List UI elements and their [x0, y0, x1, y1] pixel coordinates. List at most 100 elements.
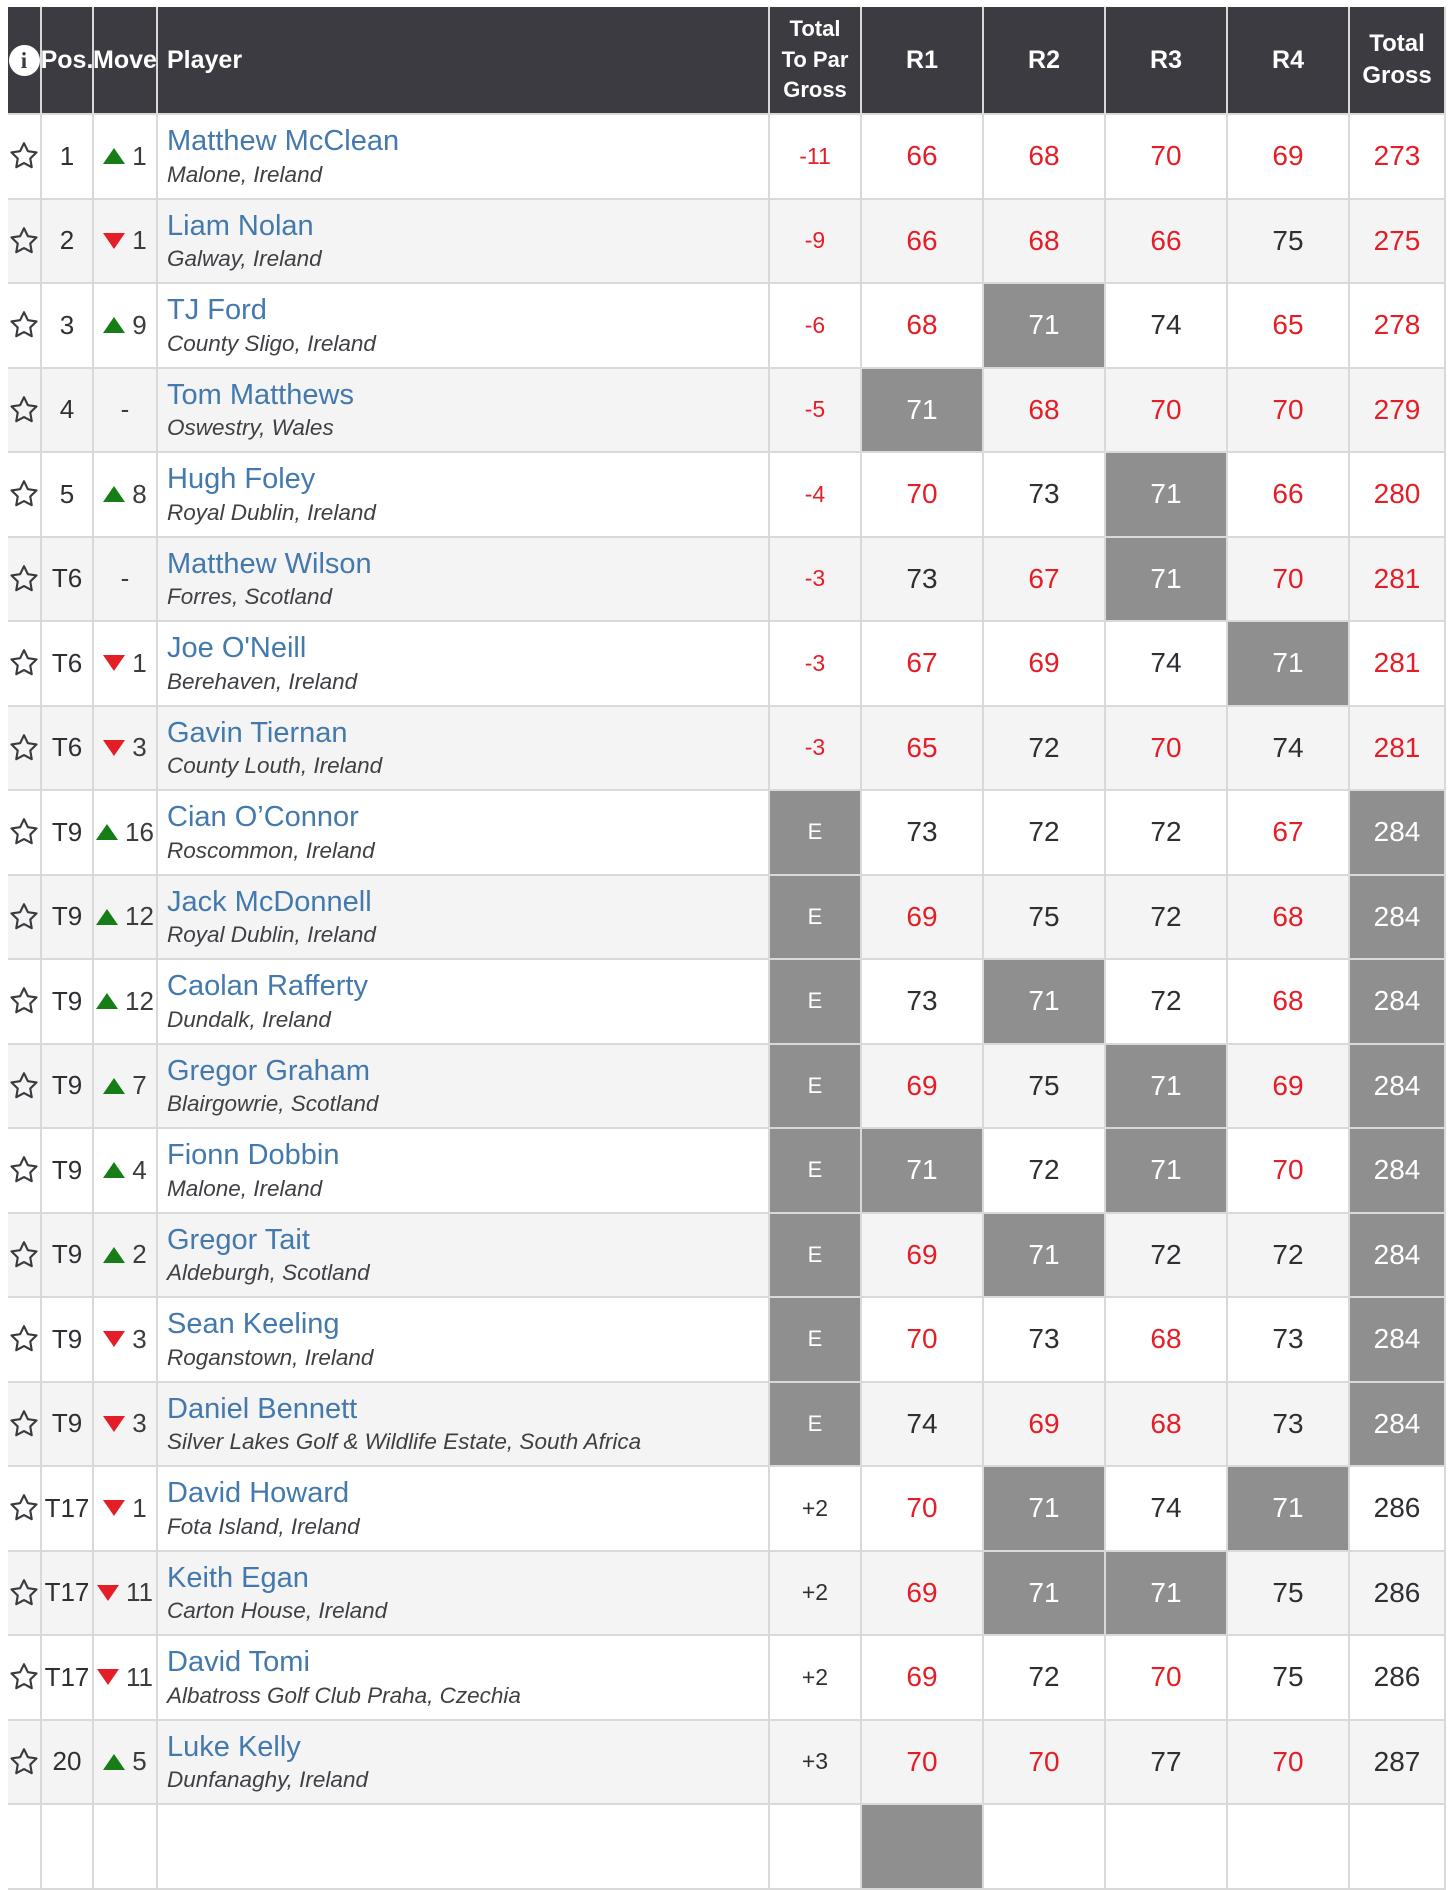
move-arrow-icon: [103, 148, 126, 165]
favorite-star-button[interactable]: [8, 1805, 42, 1888]
favorite-star-button[interactable]: [8, 622, 42, 705]
move-value: 1: [132, 225, 147, 256]
favorite-star-button[interactable]: [8, 706, 42, 789]
total-gross-cell: 281: [1350, 537, 1446, 620]
round-score-cell: 72: [984, 1129, 1106, 1212]
total-gross-header-line: Gross: [1362, 62, 1432, 89]
position: 20: [42, 1720, 94, 1803]
favorite-star-button[interactable]: [8, 368, 42, 451]
player-name[interactable]: Gregor Tait: [167, 1223, 310, 1256]
player-club: Carton House, Ireland: [167, 1598, 388, 1624]
move-arrow-icon: [103, 317, 126, 334]
player-name[interactable]: Hugh Foley: [167, 463, 316, 496]
move-indicator: 12: [94, 875, 158, 958]
round-score-cell: 69: [862, 1551, 984, 1634]
star-icon: [10, 733, 38, 761]
player-name[interactable]: Tom Matthews: [167, 378, 354, 411]
total-gross-cell: 284: [1350, 1129, 1446, 1212]
round-score-cell: 68: [1228, 875, 1350, 958]
player-name[interactable]: Liam Nolan: [167, 209, 314, 242]
star-icon: [10, 902, 38, 930]
position: T17: [42, 1551, 94, 1634]
to-par-cell: -4: [770, 453, 862, 536]
round-score-cell: 71: [1228, 1467, 1350, 1550]
player-club: Malone, Ireland: [167, 1175, 323, 1201]
round-score-cell: 71: [984, 284, 1106, 367]
move-indicator: -: [94, 368, 158, 451]
round-score-cell: 73: [862, 960, 984, 1043]
total-gross-cell: 284: [1350, 960, 1446, 1043]
player-name[interactable]: Matthew Wilson: [167, 547, 372, 580]
favorite-star-button[interactable]: [8, 284, 42, 367]
player-name[interactable]: Luke Kelly: [167, 1730, 301, 1763]
to-par-cell: E: [770, 1298, 862, 1381]
move-arrow-icon: [103, 486, 126, 503]
favorite-star-button[interactable]: [8, 875, 42, 958]
total-gross-cell: 281: [1350, 706, 1446, 789]
favorite-star-button[interactable]: [8, 1467, 42, 1550]
player-name[interactable]: Fionn Dobbin: [167, 1139, 340, 1172]
round-score-cell: 70: [984, 1720, 1106, 1803]
round-score-cell: [862, 1805, 984, 1888]
player-name[interactable]: Cian O’Connor: [167, 801, 359, 834]
player-name[interactable]: Gavin Tiernan: [167, 716, 348, 749]
move-indicator: 11: [94, 1551, 158, 1634]
favorite-star-button[interactable]: [8, 1551, 42, 1634]
table-row: T9 3 Daniel Bennett Silver Lakes Golf & …: [8, 1382, 1446, 1467]
to-par-cell: -6: [770, 284, 862, 367]
to-par-cell: -9: [770, 199, 862, 282]
star-icon: [10, 987, 38, 1014]
total-gross-cell: [1350, 1805, 1446, 1888]
player-name[interactable]: Gregor Graham: [167, 1054, 371, 1087]
total-gross-cell: 286: [1350, 1636, 1446, 1719]
round-score-cell: 73: [984, 1298, 1106, 1381]
player-name[interactable]: Matthew McClean: [167, 125, 400, 158]
position: T6: [42, 706, 94, 789]
player-name[interactable]: Sean Keeling: [167, 1308, 340, 1341]
favorite-star-button[interactable]: [8, 960, 42, 1043]
move-value: -: [120, 563, 130, 594]
player-name[interactable]: Keith Egan: [167, 1561, 309, 1594]
favorite-star-button[interactable]: [8, 199, 42, 282]
favorite-star-button[interactable]: [8, 1213, 42, 1296]
player-name[interactable]: TJ Ford: [167, 294, 267, 327]
player-name[interactable]: David Tomi: [167, 1646, 310, 1679]
col-header-player: Player: [158, 7, 770, 113]
move-value: 5: [132, 1746, 147, 1777]
player-cell: Matthew McClean Malone, Ireland: [158, 115, 770, 198]
player-club: County Sligo, Ireland: [167, 330, 376, 356]
favorite-star-button[interactable]: [8, 1636, 42, 1719]
round-score-cell: 71: [1228, 622, 1350, 705]
player-name[interactable]: David Howard: [167, 1477, 350, 1510]
favorite-star-button[interactable]: [8, 1382, 42, 1465]
favorite-star-button[interactable]: [8, 1720, 42, 1803]
player-name[interactable]: Jack McDonnell: [167, 885, 372, 918]
round-score-cell: 72: [1106, 1213, 1228, 1296]
move-indicator: 1: [94, 115, 158, 198]
round-score-cell: 72: [1228, 1213, 1350, 1296]
position: T9: [42, 1129, 94, 1212]
move-indicator: 3: [94, 706, 158, 789]
round-score-cell: 69: [1228, 115, 1350, 198]
favorite-star-button[interactable]: [8, 1044, 42, 1127]
favorite-star-button[interactable]: [8, 115, 42, 198]
round-score-cell: 66: [1106, 199, 1228, 282]
move-indicator: 11: [94, 1636, 158, 1719]
player-name[interactable]: Daniel Bennett: [167, 1392, 358, 1425]
player-name[interactable]: Caolan Rafferty: [167, 970, 368, 1003]
favorite-star-button[interactable]: [8, 453, 42, 536]
move-arrow-icon: [96, 908, 119, 925]
favorite-star-button[interactable]: [8, 791, 42, 874]
player-club: Aldeburgh, Scotland: [167, 1260, 370, 1286]
info-icon[interactable]: i: [8, 44, 40, 76]
to-par-header-line: To Par: [781, 46, 849, 72]
table-row: T6 1 Joe O'Neill Berehaven, Ireland -3 6…: [8, 622, 1446, 707]
col-header-pos: Pos.: [41, 7, 94, 113]
favorite-star-button[interactable]: [8, 1129, 42, 1212]
favorite-star-button[interactable]: [8, 537, 42, 620]
move-indicator: 3: [94, 1382, 158, 1465]
star-icon: [10, 1240, 38, 1268]
player-name[interactable]: Joe O'Neill: [167, 632, 307, 665]
favorite-star-button[interactable]: [8, 1298, 42, 1381]
star-icon: [10, 226, 38, 254]
